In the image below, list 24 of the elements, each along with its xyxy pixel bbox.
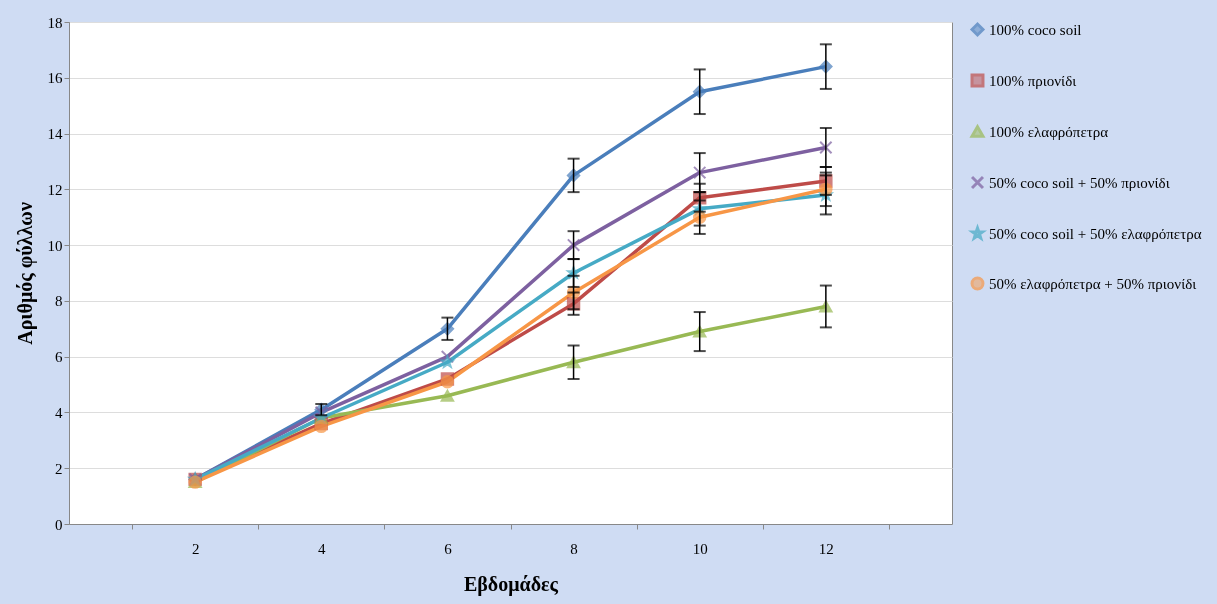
x-tick-label: 2	[191, 540, 200, 557]
y-tick-label: 4	[55, 404, 63, 421]
legend-label: 50% coco soil + 50% ελαφρόπετρα	[989, 225, 1202, 242]
x-tick-label: 10	[692, 540, 708, 557]
x-tick-label: 8	[570, 540, 578, 557]
y-tick-label: 14	[47, 126, 63, 143]
x-axis-title: Εβδομάδες	[463, 572, 559, 596]
y-tick-label: 10	[47, 237, 63, 254]
y-axis-title: Αριθμός φύλλων	[13, 202, 37, 345]
y-tick-label: 2	[55, 460, 63, 477]
y-tick-label: 18	[47, 14, 63, 31]
x-tick-label: 12	[818, 540, 834, 557]
x-tick-label: 6	[444, 540, 453, 557]
y-tick-label: 0	[55, 516, 63, 533]
legend-label: 100% coco soil	[989, 21, 1082, 38]
y-tick-label: 6	[55, 349, 63, 366]
x-tick-label: 4	[318, 540, 327, 557]
legend-label: 50% ελαφρόπετρα + 50% πριονίδι	[989, 275, 1197, 292]
y-tick-label: 12	[47, 181, 63, 198]
y-tick-label: 16	[47, 70, 63, 87]
legend-label: 100% πριονίδι	[989, 72, 1077, 89]
legend-label: 50% coco soil + 50% πριονίδι	[989, 174, 1170, 191]
y-tick-label: 8	[55, 293, 63, 310]
legend-label: 100% ελαφρόπετρα	[989, 123, 1109, 140]
